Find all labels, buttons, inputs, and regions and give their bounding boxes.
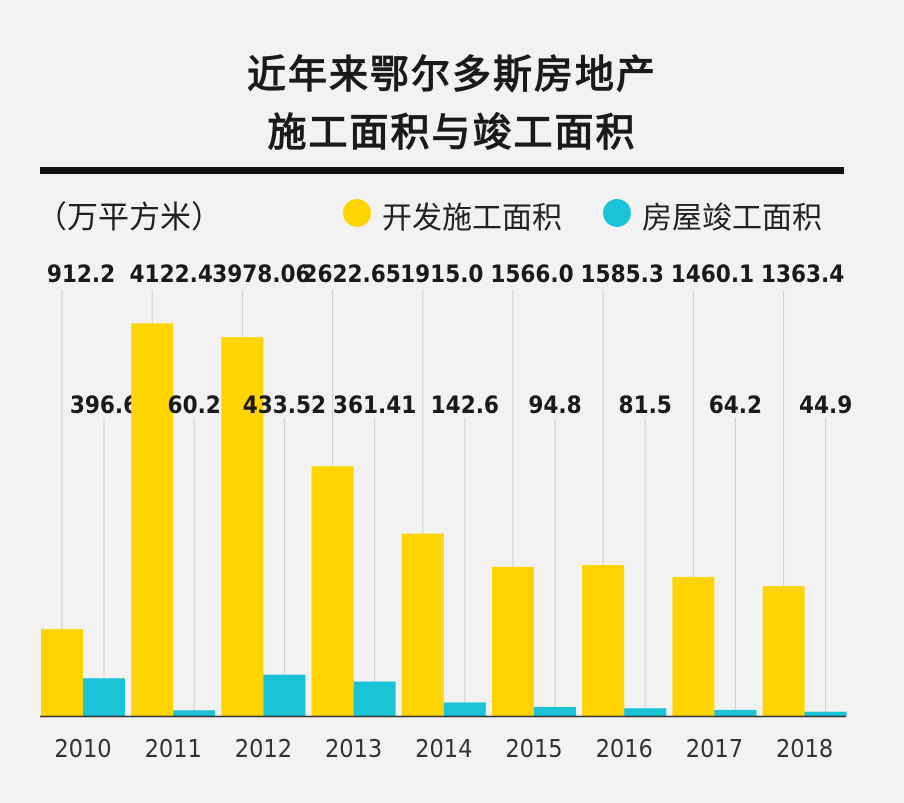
bar-completed — [624, 708, 667, 716]
data-label-completed: 433.52 — [243, 391, 326, 419]
bar-completed — [263, 674, 306, 716]
unit-label: （万平方米） — [36, 200, 222, 236]
data-label-completed: 64.2 — [709, 391, 762, 419]
x-tick-label: 2011 — [145, 734, 202, 763]
chart-subtitle: 施工面积与竣工面积 — [267, 111, 637, 156]
bar-construction — [492, 566, 534, 716]
x-tick-label: 2013 — [325, 734, 382, 763]
data-label-construction: 4122.4 — [130, 260, 213, 288]
title-divider — [40, 167, 844, 174]
bar-construction — [41, 629, 83, 716]
data-label-completed: 142.6 — [431, 391, 499, 419]
data-label-completed: 94.8 — [528, 391, 581, 419]
chart-title: 近年来鄂尔多斯房地产 — [246, 53, 657, 98]
x-tick-label: 2018 — [776, 734, 833, 763]
bar-completed — [714, 709, 757, 716]
bar-completed — [804, 711, 847, 716]
data-label-construction: 1915.0 — [400, 260, 483, 288]
data-label-construction: 3978.06 — [212, 260, 310, 288]
bar-construction — [582, 565, 625, 716]
bar-construction — [311, 466, 354, 716]
data-label-construction: 1363.4 — [761, 260, 844, 288]
data-label-construction: 1566.0 — [490, 260, 573, 288]
bar-construction — [221, 337, 264, 716]
x-tick-label: 2012 — [235, 734, 292, 763]
legend-swatch-construction — [343, 199, 371, 227]
data-label-completed: 44.9 — [799, 391, 852, 419]
x-tick-label: 2016 — [596, 734, 653, 763]
x-tick-label: 2010 — [54, 734, 111, 763]
data-label-construction: 2622.65 — [302, 260, 400, 288]
bar-construction — [401, 533, 444, 716]
bar-construction — [131, 323, 174, 716]
data-label-construction: 1585.3 — [581, 260, 664, 288]
x-tick-label: 2014 — [415, 734, 472, 763]
bar-completed — [173, 710, 216, 716]
bar-completed — [353, 681, 396, 716]
data-label-completed: 396.6 — [70, 391, 138, 419]
data-label-completed: 361.41 — [333, 391, 416, 419]
data-label-construction: 1460.1 — [671, 260, 754, 288]
legend-label-construction: 开发施工面积 — [382, 201, 562, 236]
legend-label-completed: 房屋竣工面积 — [642, 201, 822, 236]
bar-completed — [83, 678, 125, 716]
x-tick-label: 2017 — [686, 734, 743, 763]
bar-construction — [762, 586, 805, 716]
data-label-completed: 81.5 — [619, 391, 672, 419]
bar-completed — [534, 706, 576, 716]
x-tick-label: 2015 — [505, 734, 562, 763]
data-label-construction: 912.2 — [47, 260, 115, 288]
bar-completed — [443, 702, 486, 716]
legend-swatch-completed — [603, 199, 631, 227]
data-label-completed: 60.2 — [168, 391, 221, 419]
bar-construction — [672, 576, 715, 716]
